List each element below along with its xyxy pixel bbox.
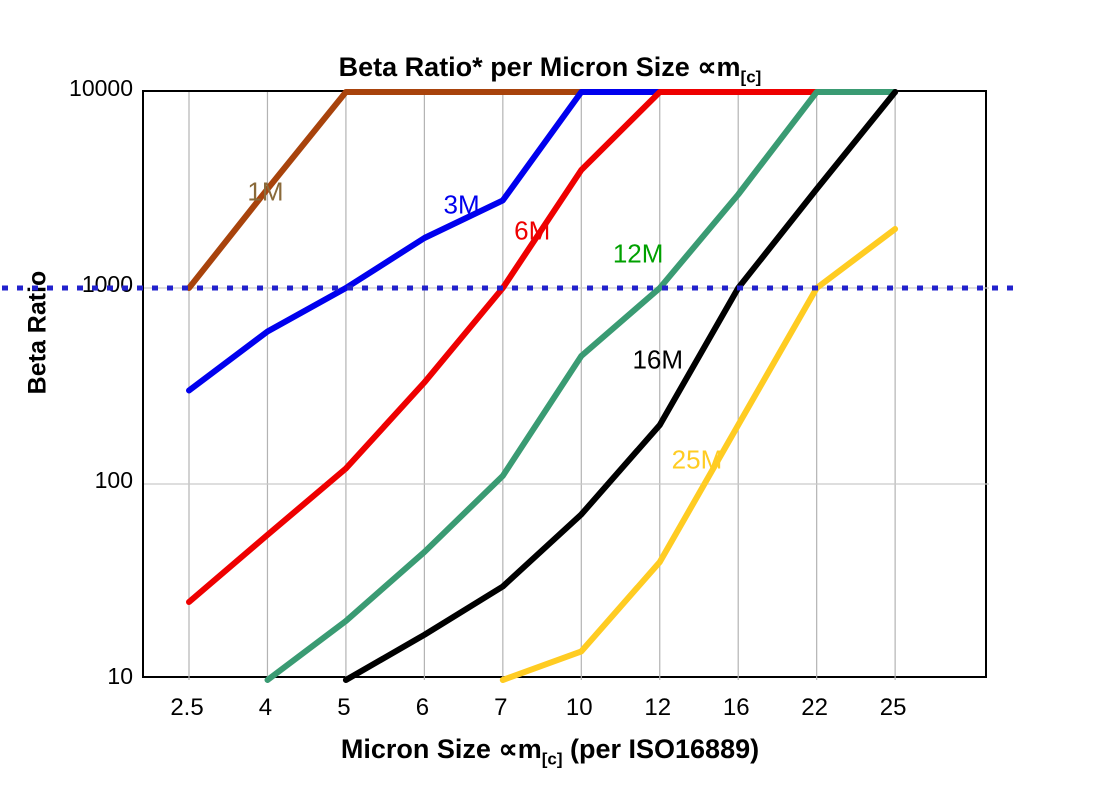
x-tick-label: 2.5 [170,694,204,721]
series-label-6M: 6M [514,215,551,246]
series-line-25M [499,226,899,683]
chart-title-main: Beta Ratio* per Micron Size ∝m [338,52,741,82]
series-line-1M [186,89,899,291]
series-line-16M [342,89,899,683]
x-axis-tick-labels: 2.5 4 5 6 7 10 12 16 22 25 [0,694,1100,734]
x-tick-label: 12 [644,694,672,721]
x-tick-label: 4 [258,694,273,721]
x-tick-label: 5 [337,694,351,721]
y-tick-label: 10000 [69,75,133,101]
chart-title-subscript: [c] [740,67,762,87]
x-tick-label: 10 [565,694,593,721]
series-line-12M [264,89,899,683]
y-tick-label: 1000 [81,271,133,297]
series-label-1M: 1M [247,176,284,207]
x-tick-label: 25 [879,694,907,721]
x-tick-label: 7 [494,694,508,721]
x-tick-label: 16 [722,694,750,721]
series-label-12M: 12M [612,238,664,269]
series-label-25M: 25M [671,444,723,475]
x-axis-title-tail: (per ISO16889) [562,734,760,764]
series-layer [2,89,1019,683]
series-label-16M: 16M [632,344,684,375]
y-axis-tick-labels: 10 100 1000 10000 [18,0,133,798]
plot-area [2,89,1019,683]
y-tick-label: 10 [107,663,133,689]
series-line-6M [186,89,899,605]
x-axis-title-main: Micron Size ∝m [340,734,542,764]
chart-title: Beta Ratio* per Micron Size ∝m[c] [0,52,1100,87]
series-label-3M: 3M [443,189,480,220]
x-axis-title: Micron Size ∝m[c] (per ISO16889) [0,734,1100,769]
x-tick-label: 6 [415,694,430,721]
y-tick-label: 100 [94,467,133,493]
x-axis-title-subscript: [c] [541,749,563,769]
x-tick-label: 22 [801,694,828,721]
